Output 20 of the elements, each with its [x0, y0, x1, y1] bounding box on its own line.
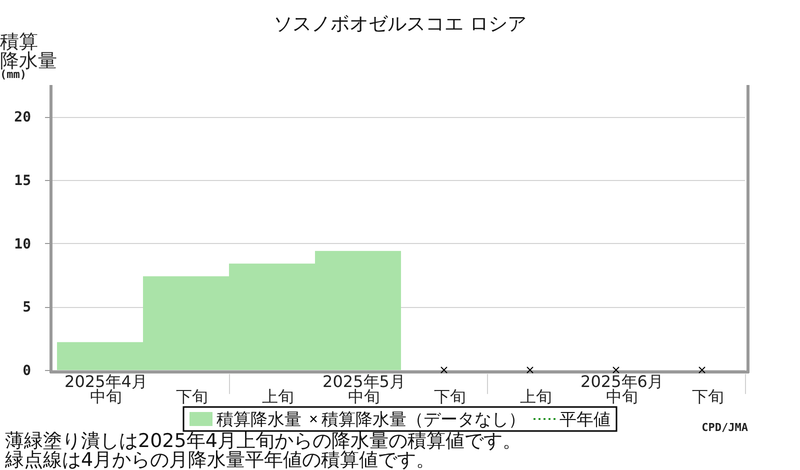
- legend-label: 平年値: [560, 410, 610, 430]
- x-tick-label: 2025年5月中旬: [322, 372, 406, 406]
- legend-label: 積算降水量（データなし）: [322, 410, 526, 430]
- y-tick-label: 5: [22, 300, 31, 316]
- text: CPD/JMA: [702, 421, 748, 434]
- x-tick-label: 2025年4月中旬: [64, 372, 148, 406]
- x-tick-label: 上旬: [262, 387, 294, 406]
- x-tick-label: 下旬: [434, 387, 466, 406]
- y-tick-label: 10: [14, 236, 31, 252]
- x-tick-label: 上旬: [520, 387, 552, 406]
- text: 緑点線は4月からの月降水量平年値の積算値です。: [4, 449, 436, 470]
- x-tick-label: 2025年6月中旬: [580, 372, 664, 406]
- legend-label: 積算降水量: [216, 410, 302, 430]
- y-axis-title: 積算降水量(mm): [0, 31, 57, 81]
- x-tick-label: 下旬: [692, 387, 724, 406]
- y-tick-label: 15: [14, 173, 31, 189]
- y-tick-label: 0: [22, 363, 31, 379]
- y-tick-label: 20: [14, 110, 31, 126]
- chart-title: ソスノボオゼルスコエ ロシア: [273, 13, 527, 35]
- x-tick-label: 下旬: [176, 387, 208, 406]
